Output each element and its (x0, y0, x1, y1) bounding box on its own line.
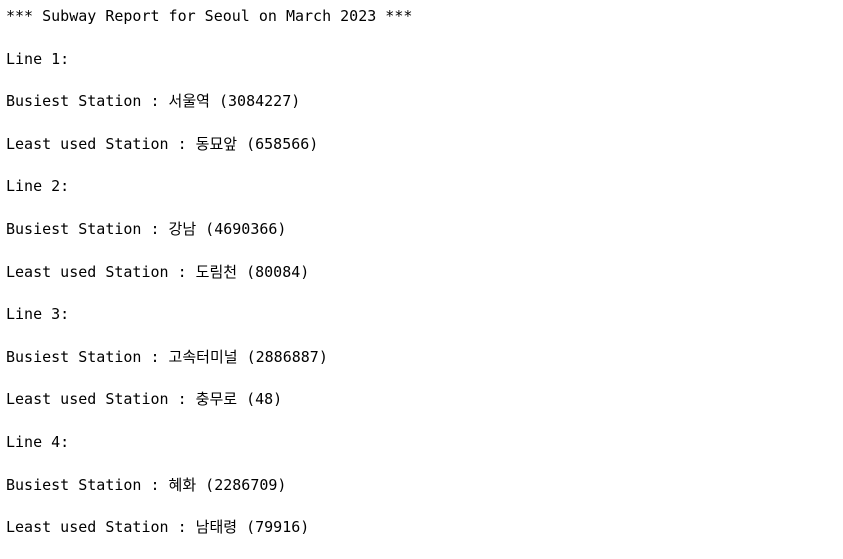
line-4-least-used-station: Least used Station : 남태령 (79916) (6, 518, 310, 537)
line-2-least-used-station: Least used Station : 도림천 (80084) (6, 262, 310, 281)
line-1-label: Line 1: (6, 49, 70, 68)
line-1-least-used-station: Least used Station : 동묘앞 (658566) (6, 134, 319, 153)
line-4-label: Line 4: (6, 432, 70, 451)
line-3-label: Line 3: (6, 305, 70, 324)
line-3-busiest-station: Busiest Station : 고속터미널 (2886887) (6, 347, 328, 366)
line-1-busiest-station: Busiest Station : 서울역 (3084227) (6, 92, 301, 111)
line-2-busiest-station: Busiest Station : 강남 (4690366) (6, 219, 287, 238)
line-4-busiest-station: Busiest Station : 혜화 (2286709) (6, 475, 287, 494)
line-3-least-used-station: Least used Station : 충무로 (48) (6, 390, 283, 409)
report-header: *** Subway Report for Seoul on March 202… (6, 7, 413, 25)
line-2-label: Line 2: (6, 177, 70, 196)
console-output: *** Subway Report for Seoul on March 202… (6, 5, 836, 559)
